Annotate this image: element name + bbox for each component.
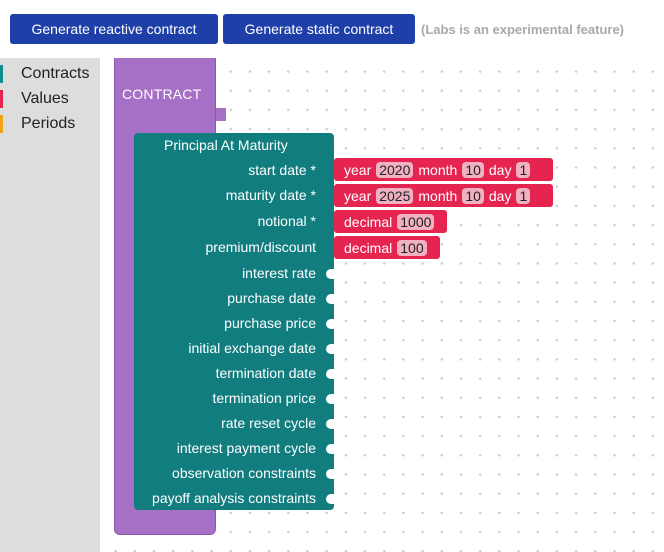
input-socket-purchase-price[interactable]	[326, 319, 334, 329]
field-purchase-date: purchase date	[227, 290, 316, 306]
field-maturity-date: maturity date *	[225, 187, 316, 203]
year-field[interactable]: 2020	[376, 161, 414, 178]
field-purchase-price: purchase price	[224, 315, 316, 331]
month-field[interactable]: 10	[462, 187, 484, 204]
principal-at-maturity-block[interactable]	[134, 133, 334, 510]
day-label: day	[488, 161, 512, 178]
maturity-date-value-block[interactable]: year 2025 month 10 day 1	[334, 184, 553, 207]
contract-block-title: CONTRACT	[122, 86, 202, 102]
field-interest-rate: interest rate	[242, 265, 316, 281]
toolbox-category-values[interactable]: Values	[0, 88, 100, 110]
category-label: Periods	[21, 115, 76, 132]
field-observation-constraints: observation constraints	[172, 465, 316, 481]
input-socket-interest-rate[interactable]	[326, 269, 334, 279]
field-premium-discount: premium/discount	[205, 239, 317, 255]
input-socket-purchase-date[interactable]	[326, 294, 334, 304]
field-initial-exchange-date: initial exchange date	[188, 340, 316, 356]
contract-block-notch	[216, 108, 226, 121]
input-socket-payoff-analysis-constraints[interactable]	[326, 494, 334, 504]
top-toolbar: Generate reactive contract Generate stat…	[0, 0, 664, 58]
field-termination-date: termination date	[215, 365, 316, 381]
decimal-field[interactable]: 1000	[397, 213, 435, 230]
input-socket-termination-date[interactable]	[326, 369, 334, 379]
field-interest-payment-cycle: interest payment cycle	[176, 440, 316, 456]
start-date-value-block[interactable]: year 2020 month 10 day 1	[334, 158, 553, 181]
field-rate-reset-cycle: rate reset cycle	[221, 415, 316, 431]
decimal-label: decimal	[344, 239, 393, 256]
generate-static-contract-button[interactable]: Generate static contract	[223, 14, 415, 44]
month-label: month	[418, 161, 458, 178]
decimal-field[interactable]: 100	[397, 239, 427, 256]
day-label: day	[488, 187, 512, 204]
toolbox-category-contracts[interactable]: Contracts	[0, 63, 100, 85]
category-color-strip	[0, 90, 3, 108]
premium-discount-value-block[interactable]: decimal 100	[334, 236, 440, 259]
category-label: Values	[21, 90, 69, 107]
field-payoff-analysis-constraints: payoff analysis constraints	[152, 490, 316, 506]
toolbox: Contracts Values Periods	[0, 58, 100, 552]
month-field[interactable]: 10	[462, 161, 484, 178]
labs-note: (Labs is an experimental feature)	[421, 22, 625, 37]
input-socket-interest-payment-cycle[interactable]	[326, 444, 334, 454]
input-socket-observation-constraints[interactable]	[326, 469, 334, 479]
input-socket-rate-reset-cycle[interactable]	[326, 419, 334, 429]
day-field[interactable]: 1	[516, 161, 531, 178]
category-label: Contracts	[21, 65, 90, 82]
input-socket-initial-exchange-date[interactable]	[326, 344, 334, 354]
year-label: year	[344, 187, 372, 204]
generate-reactive-contract-button[interactable]: Generate reactive contract	[10, 14, 218, 44]
decimal-label: decimal	[344, 213, 393, 230]
category-color-strip	[0, 115, 3, 133]
year-field[interactable]: 2025	[376, 187, 414, 204]
toolbox-category-periods[interactable]: Periods	[0, 113, 100, 135]
pam-block-title: Principal At Maturity	[164, 137, 288, 153]
notional-value-block[interactable]: decimal 1000	[334, 210, 447, 233]
field-start-date: start date *	[248, 162, 316, 178]
day-field[interactable]: 1	[516, 187, 531, 204]
field-termination-price: termination price	[212, 390, 317, 406]
category-color-strip	[0, 65, 3, 83]
field-notional: notional *	[257, 213, 316, 229]
input-socket-termination-price[interactable]	[326, 394, 334, 404]
month-label: month	[418, 187, 458, 204]
year-label: year	[344, 161, 372, 178]
